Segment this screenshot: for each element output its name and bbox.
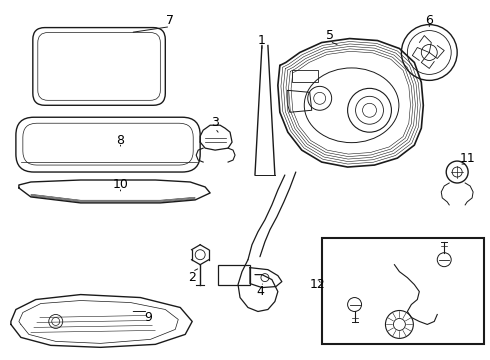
Text: 11: 11 — [459, 152, 475, 165]
Text: 6: 6 — [425, 14, 433, 27]
Text: 7: 7 — [166, 14, 174, 27]
Text: 9: 9 — [145, 311, 152, 324]
Text: 10: 10 — [113, 179, 128, 192]
Text: 5: 5 — [326, 29, 334, 42]
Text: 3: 3 — [211, 116, 219, 129]
Text: 12: 12 — [310, 278, 325, 291]
Text: 2: 2 — [188, 271, 196, 284]
Text: 8: 8 — [117, 134, 124, 147]
Text: 1: 1 — [258, 34, 266, 47]
Text: 4: 4 — [256, 285, 264, 298]
